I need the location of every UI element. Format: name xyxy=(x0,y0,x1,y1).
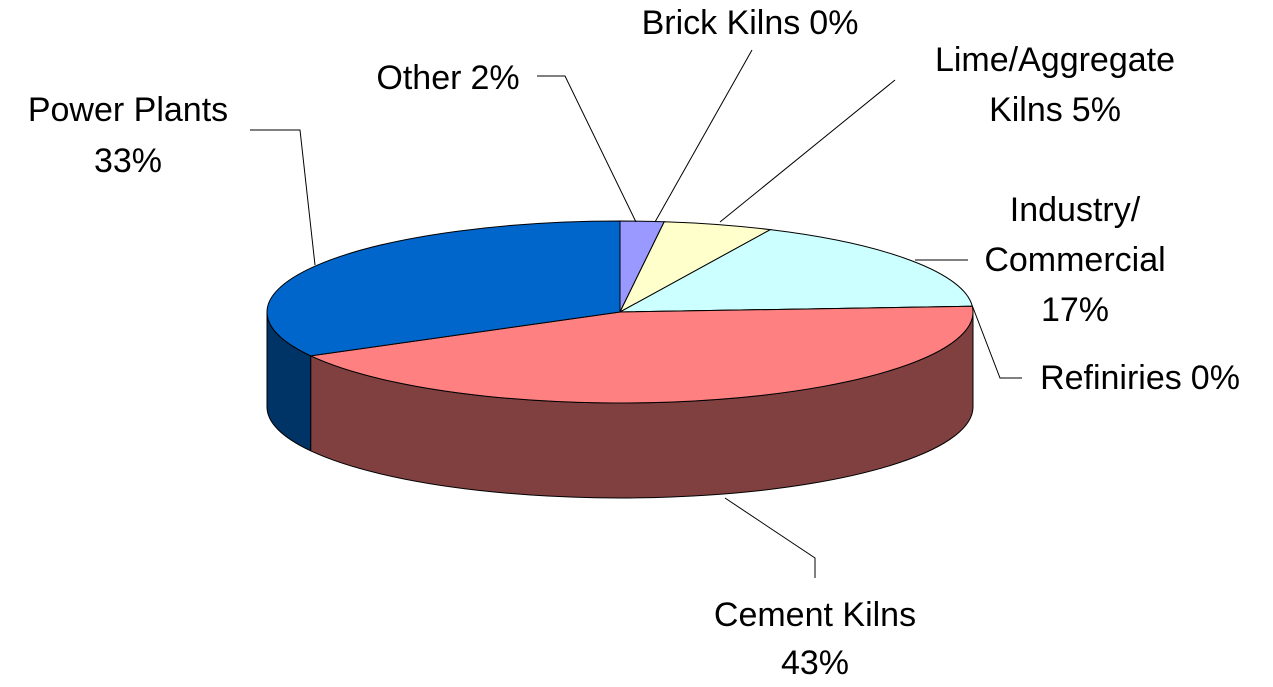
value-label: 17% xyxy=(1041,291,1109,329)
value-label: 33% xyxy=(94,142,162,180)
slice-label-line: Other xyxy=(376,59,461,97)
slice-label: Refiniries xyxy=(1040,359,1182,397)
slice xyxy=(619,229,973,313)
slice-label: Power Plants xyxy=(28,91,228,129)
slice-label: Brick Kilns xyxy=(642,4,801,42)
slice-label-line: Brick Kilns xyxy=(642,4,801,42)
slice-label: Cement Kilns xyxy=(714,596,916,634)
leader-line xyxy=(719,79,896,223)
value-label: 43% xyxy=(781,644,849,682)
slice xyxy=(266,220,621,357)
slice xyxy=(308,305,974,404)
slice-label-line: Commercial xyxy=(984,241,1165,279)
leader-line xyxy=(724,497,816,578)
slice-label-line: Lime/Aggregate xyxy=(935,41,1175,79)
leader-line xyxy=(537,75,637,223)
slice-label: Industry/Commercial xyxy=(984,191,1165,279)
slice-label-line: Cement Kilns xyxy=(714,596,916,634)
leader-line xyxy=(971,304,1022,379)
value-label: 0% xyxy=(1191,359,1240,397)
leader-line xyxy=(654,49,753,223)
slice-label-line: Refiniries xyxy=(1040,359,1182,397)
leader-line xyxy=(250,129,316,266)
slice-label-line: Power Plants xyxy=(28,91,228,129)
value-label: 2% xyxy=(470,59,519,97)
value-label: 0% xyxy=(809,4,858,42)
slice-label-line: Kilns xyxy=(989,91,1063,129)
slice-label: Lime/Aggregate Kilns xyxy=(935,41,1175,129)
slice-label: Other xyxy=(376,59,461,97)
slice-label-line: Industry/ xyxy=(1010,191,1141,229)
value-label: 5% xyxy=(1072,91,1121,129)
